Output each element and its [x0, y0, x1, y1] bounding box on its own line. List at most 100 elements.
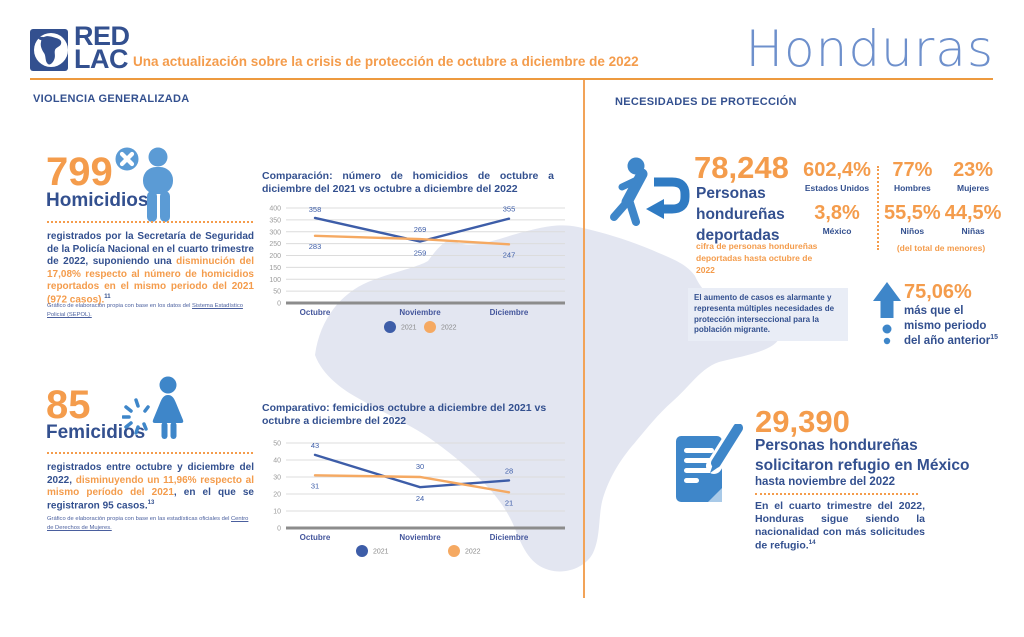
legend-label-2022: 2022 [465, 549, 481, 556]
homicides-chart: 0 50 100 150 200 250 300 350 400 Octubre Noviembre… [269, 205, 565, 333]
alert-box: El aumento de casos es alarmante y repre… [688, 288, 848, 342]
deportation-origin-stats: 602,4% Estados Unidos 3,8% México [800, 159, 874, 237]
deported-person-icon [610, 157, 690, 226]
legend-label-2022: 2022 [441, 325, 457, 332]
footnote-ref: 15 [990, 334, 998, 342]
homicides-chart-title: Comparación: número de homicidios de oct… [262, 170, 554, 196]
pen-icon [711, 424, 743, 468]
x-tick-label: Octubre [300, 308, 331, 317]
redlac-logo-text: RED LAC [74, 23, 130, 72]
x-tick-label: Diciembre [490, 533, 529, 542]
legend-dot-2021 [356, 545, 368, 557]
legend-dot-2021 [384, 321, 396, 333]
series-line-2021 [313, 453, 511, 489]
legend-dot-2022 [448, 545, 460, 557]
homicides-source-link[interactable]: Sistema Estadístico Policial (SEPOL). [47, 303, 243, 318]
femicides-chart-title: Comparativo: femicidios octubre a diciem… [262, 402, 547, 428]
data-label: 43 [311, 441, 319, 450]
honduras-map-shape [315, 225, 779, 572]
arrow-up-icon [873, 282, 901, 345]
femicides-description: registrados entre octubre y diciembre de… [47, 462, 254, 512]
homicides-source: Gráfico de elaboración propia con base e… [47, 302, 253, 320]
stat-value: 55,5% [884, 202, 941, 224]
deportation-demographics: 77% Hombres 23% Mujeres 55,5% Niños 44,5… [884, 159, 1001, 254]
stat-value-usa: 602,4% [803, 159, 871, 181]
stat-cell-mujeres: 23% Mujeres [945, 160, 1002, 194]
stat-label-usa: Estados Unidos [804, 183, 870, 193]
y-tick-label: 50 [273, 289, 281, 296]
deported-label: Personas hondureñas deportadas [696, 185, 785, 244]
report-subtitle: Una actualización sobre la crisis de pro… [133, 54, 639, 69]
femicides-source: Gráfico de elaboración propia con base e… [47, 515, 253, 533]
femicides-separator [47, 452, 253, 454]
femicide-woman-icon [122, 376, 184, 439]
y-tick-label: 0 [277, 526, 281, 533]
increase-text-span: más que el mismo periodo del año anterio… [904, 305, 991, 347]
y-tick-label: 200 [269, 253, 281, 260]
homicide-person-icon [114, 146, 173, 222]
homicides-label: Homicidios [46, 190, 149, 211]
refuge-separator [755, 493, 918, 495]
homicides-value: 799 [46, 150, 113, 194]
section-title-protection: NECESIDADES DE PROTECCIÓN [615, 96, 797, 108]
series-line-2022 [313, 474, 511, 494]
y-tick-label: 40 [273, 458, 281, 465]
x-tick-label: Noviembre [399, 308, 441, 317]
stats-divider [877, 166, 879, 250]
footnote-ref: 14 [808, 539, 816, 547]
deported-note: cifra de personas hondureñas deportadas … [696, 241, 818, 275]
data-label: 269 [414, 225, 427, 234]
y-tick-label: 100 [269, 277, 281, 284]
homicides-source-text: Gráfico de elaboración propia con base e… [47, 303, 193, 309]
refuge-sublabel: hasta noviembre del 2022 [755, 476, 895, 488]
x-tick-label: Octubre [300, 533, 331, 542]
x-tick-label: Noviembre [399, 533, 441, 542]
y-tick-label: 150 [269, 265, 281, 272]
refuge-label: Personas hondureñas solicitaron refugio … [755, 437, 970, 474]
homicides-description: registrados por la Secretaría de Segurid… [47, 231, 254, 306]
data-label: 355 [503, 205, 516, 214]
data-label: 30 [416, 462, 424, 471]
stat-cell-ninas: 44,5% Niñas [945, 203, 1002, 237]
impact-burst-icon [122, 398, 150, 435]
deported-value: 78,248 [694, 150, 789, 185]
homicides-desc-blue: registrados por la Secretaría de Segurid… [47, 231, 254, 267]
data-label: 28 [505, 466, 513, 475]
country-title: Honduras [745, 20, 994, 78]
series-line-2021 [313, 216, 511, 243]
homicides-separator [47, 221, 253, 223]
stat-value: 77% [892, 159, 933, 181]
y-tick-label: 350 [269, 217, 281, 224]
stat-label: Niños [900, 226, 925, 236]
femicides-desc-orange: disminuyendo un 11,96% respecto al mismo… [47, 474, 254, 499]
minors-note: (del total de menores) [896, 243, 986, 253]
femicides-value: 85 [46, 383, 91, 427]
data-label: 31 [311, 481, 319, 490]
stat-label-mexico: México [822, 226, 852, 236]
legend-label-2021: 2021 [401, 325, 417, 332]
data-label: 259 [414, 248, 427, 257]
data-label: 358 [309, 205, 322, 214]
y-tick-label: 250 [269, 241, 281, 248]
increase-text: más que el mismo periodo del año anterio… [904, 304, 998, 349]
column-divider [583, 80, 585, 598]
stat-cell-ninos: 55,5% Niños [884, 202, 941, 237]
redlac-logo-globe-icon [30, 29, 68, 71]
x-tick-label: Diciembre [490, 308, 529, 317]
data-label: 283 [309, 242, 322, 251]
refuge-description: En el cuarto trimestre del 2022, Hondura… [755, 500, 925, 553]
section-title-violence: VIOLENCIA GENERALIZADA [33, 93, 190, 105]
refuge-document-pen-icon [676, 424, 746, 502]
header-rule [30, 78, 993, 80]
femicides-source-link[interactable]: Centro de Derechos de Mujeres. [47, 516, 249, 531]
y-tick-label: 10 [273, 509, 281, 516]
femicides-source-text: Gráfico de elaboración propia con base e… [47, 516, 231, 522]
femicides-desc-blue1: registrados entre octubre y diciembre de… [47, 462, 254, 486]
stat-label: Hombres [893, 183, 931, 193]
stat-cell-hombres: 77% Hombres [884, 159, 941, 194]
increase-value: 75,06% [904, 281, 972, 303]
y-tick-label: 30 [273, 475, 281, 482]
y-tick-label: 50 [273, 441, 281, 448]
